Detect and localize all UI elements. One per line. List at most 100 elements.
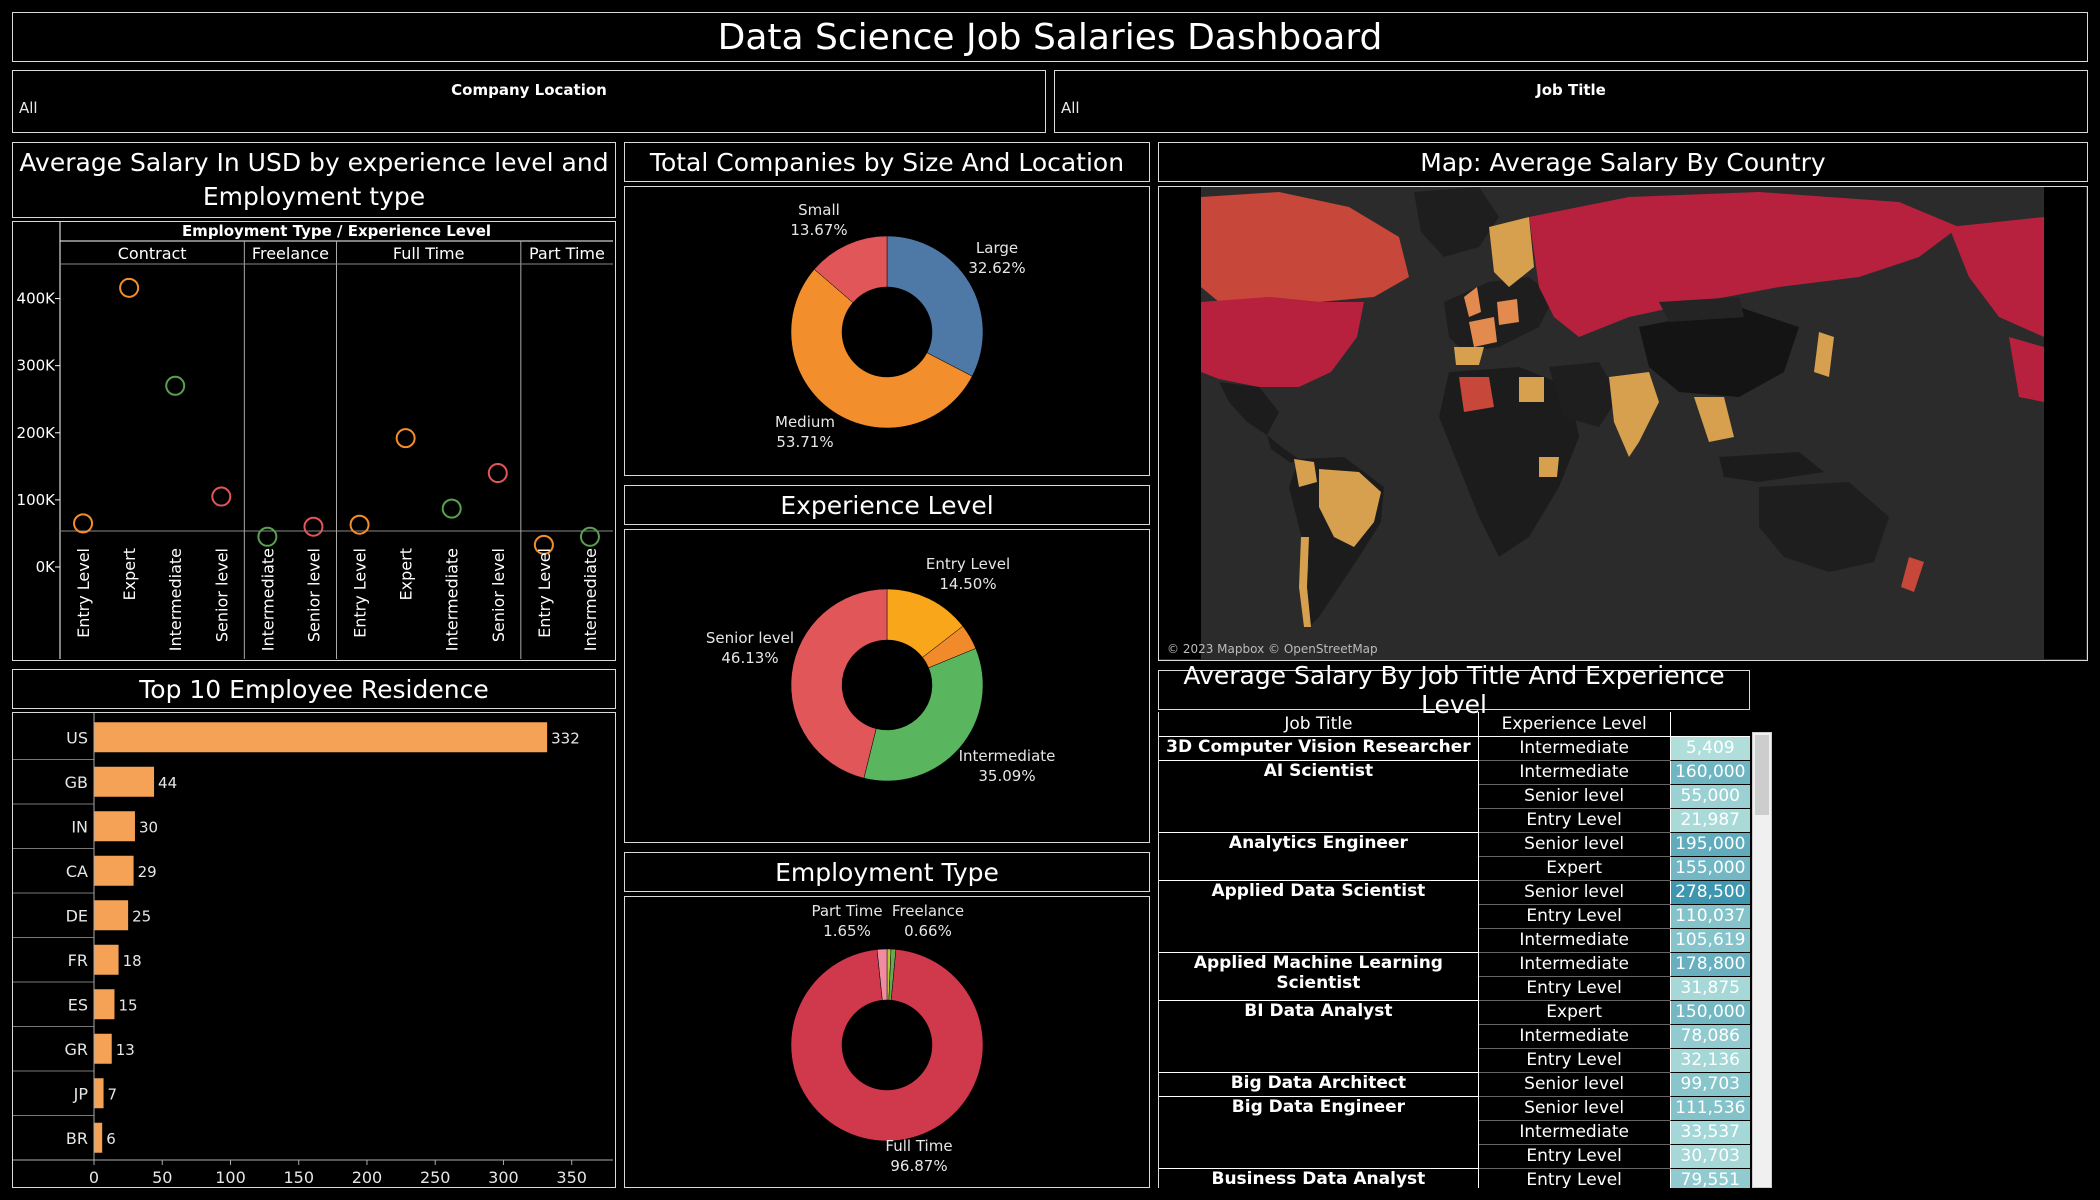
scatter-group-label: Part Time [529,244,605,263]
experience-donut: Entry Level 14.50% Senior level 46.13% Inter… [706,555,1056,785]
table-row: Intermediate 105,619 [1159,928,1750,953]
table-salary-value: 78,086 [1670,1024,1750,1049]
map-region-russia [1529,192,1959,337]
table-row: Applied Machine Learning Scientist Interm… [1159,951,1750,1000]
table-row: Intermediate 33,537 [1159,1120,1750,1145]
scatter-title: Average Salary In USD by experience leve… [13,143,615,217]
table-row: Entry Level 32,136 [1159,1048,1750,1073]
table-experience-level: Senior level [1478,879,1671,905]
table-row: Entry Level 30,703 [1159,1144,1750,1169]
bar-category-label: FR [68,951,88,970]
map-region-china [1639,307,1799,397]
donut-label-pct: 46.13% [721,649,778,667]
salary-table: Job Title Experience Level 3D Computer Vis… [1159,712,1750,1188]
table-header-cell [1670,712,1750,737]
scatter-x-tick-label: Senior level [212,548,231,642]
experience-title: Experience Level [780,490,994,520]
filter-value[interactable]: All [19,99,38,117]
companies-title: Total Companies by Size And Location [649,147,1125,177]
companies-donut: Small 13.67% Large 32.62% Medium 53.71% [775,201,1026,451]
bar-x-tick-label: 350 [556,1168,587,1186]
scatter-x-tick-label: Senior level [304,548,323,642]
table-salary-value: 155,000 [1670,856,1750,881]
filter-value[interactable]: All [1061,99,1080,117]
donut-label-name: Senior level [706,629,794,647]
scatter-point [395,428,416,449]
donut-label-pct: 96.87% [890,1157,947,1175]
bar-category-label: IN [71,817,88,836]
bar-category-label: GB [65,773,88,792]
scatter-point [349,514,370,535]
scatter-x-tick-label: Entry Level [535,548,554,638]
table-salary-value: 55,000 [1670,784,1750,809]
map-region-canada [1201,192,1409,302]
scatter-point [533,534,554,555]
table-experience-level: Intermediate [1478,951,1671,977]
table-experience-level: Intermediate [1478,759,1671,785]
scatter-point [257,526,278,547]
map-title-box: Map: Average Salary By Country [1158,142,2088,182]
table-salary-value: 30,703 [1670,1144,1750,1169]
table-salary-value: 110,037 [1670,904,1750,929]
table-experience-level: Intermediate [1478,1120,1671,1145]
scatter-chart: Employment Type / Experience Level Contra… [17,222,613,659]
table-title: Average Salary By Job Title And Experien… [1183,661,1725,719]
table-row: Analytics Engineer Senior level 195,000 [1159,831,1750,880]
employment-donut: Part Time 1.65% Freelance 0.66% Full Time 96.… [790,902,984,1175]
scatter-point [211,486,232,507]
bar [94,944,119,975]
map-region-japan [1814,332,1834,377]
table-scrollbar-thumb[interactable] [1755,735,1769,815]
donut-label-name: Freelance [892,902,964,920]
scatter-x-tick-label: Expert [397,548,416,600]
world-map[interactable] [1159,187,2086,659]
scatter-y-tick-label: 200K [17,424,57,442]
scatter-point [303,516,324,537]
scatter-point [165,375,186,396]
bar-category-label: ES [68,995,88,1014]
map-region-central-america [1267,435,1299,463]
donut-label-name: Full Time [885,1137,952,1155]
table-salary-value: 105,619 [1670,928,1750,953]
map-region-india [1609,372,1659,457]
scatter-chart-panel: Employment Type / Experience Level Contra… [12,221,616,661]
dashboard-title: Data Science Job Salaries Dashboard [717,16,1383,58]
bar-x-tick-label: 100 [215,1168,246,1186]
scatter-point [579,526,600,547]
table-salary-value: 32,136 [1670,1048,1750,1073]
map-region-egypt [1519,377,1544,402]
table-salary-value: 21,987 [1670,808,1750,833]
table-experience-level: Entry Level [1478,976,1671,1001]
residence-bar-chart: US 332 GB 44 IN 30 CA 29 DE 25 FR 18 ES 15 GR 13 JP 7 BR 6 0… [13,713,613,1186]
scatter-point [441,498,462,519]
table-scrollbar[interactable] [1752,732,1772,1188]
scatter-x-tick-label: Intermediate [443,548,462,651]
map-panel[interactable]: © 2023 Mapbox © OpenStreetMap [1158,186,2088,661]
table-experience-level: Expert [1478,856,1671,881]
bar-category-label: GR [64,1040,88,1059]
company-location-filter[interactable]: Company Location All [12,70,1046,133]
table-row: BI Data Analyst Expert 150,000 [1159,999,1750,1072]
scatter-x-tick-label: Senior level [489,548,508,642]
table-experience-level: Intermediate [1478,928,1671,953]
residence-title-box: Top 10 Employee Residence [12,669,616,709]
job-title-filter[interactable]: Job Title All [1054,70,2088,133]
table-job-title: Business Data Analyst [1159,1167,1479,1188]
map-region-germany [1497,299,1519,325]
donut-label-name: Large [976,239,1018,257]
bar-value-label: 25 [132,907,151,925]
map-attribution: © 2023 Mapbox © OpenStreetMap [1167,642,1378,656]
bar [94,722,548,753]
bar-value-label: 30 [139,818,158,836]
table-salary-value: 33,537 [1670,1120,1750,1145]
table-job-title: Analytics Engineer [1159,831,1479,880]
table-row: Business Data Analyst Entry Level 79,551 [1159,1167,1750,1188]
donut-label-pct: 35.09% [978,767,1035,785]
scatter-y-tick-label: 300K [17,357,57,375]
bar [94,811,135,842]
donut-slice [863,648,984,782]
donut-label-pct: 0.66% [904,922,952,940]
table-salary-value: 79,551 [1670,1167,1750,1188]
employment-chart-panel: Part Time 1.65% Freelance 0.66% Full Time 96.… [624,896,1150,1188]
bar-category-label: US [66,728,88,747]
